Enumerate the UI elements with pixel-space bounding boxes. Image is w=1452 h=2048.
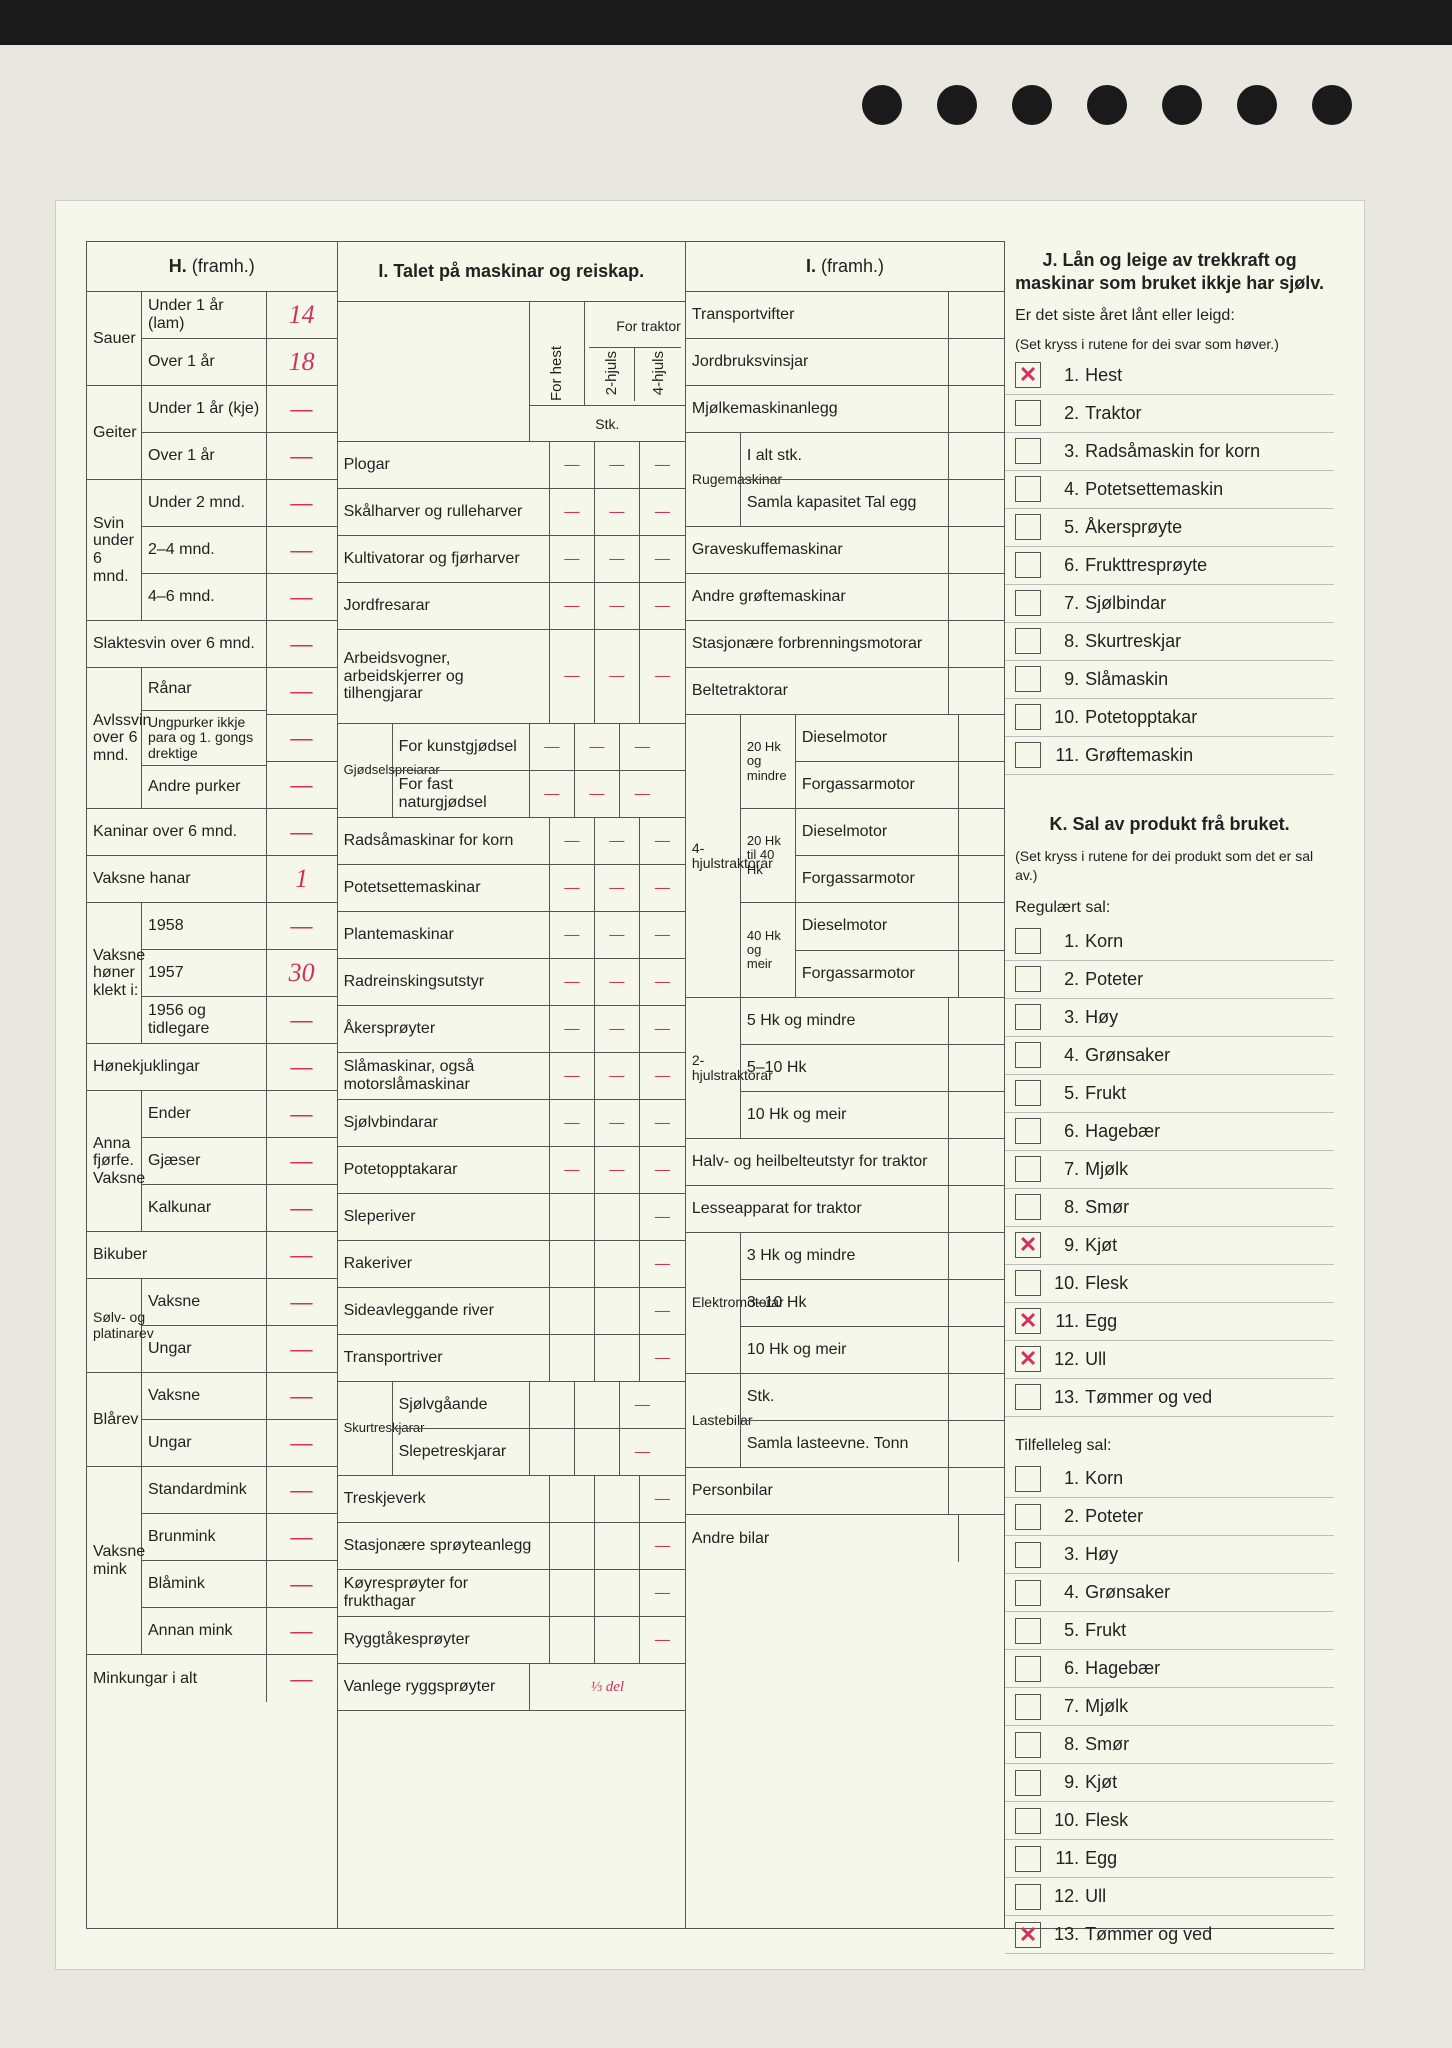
checkbox[interactable] xyxy=(1015,666,1041,692)
checkbox[interactable] xyxy=(1015,1542,1041,1568)
checkbox[interactable] xyxy=(1015,1004,1041,1030)
checklist-item: 2. Poteter xyxy=(1005,961,1334,999)
checklist-item: 10. Flesk xyxy=(1005,1265,1334,1303)
checkbox[interactable] xyxy=(1015,1846,1041,1872)
checklist-item: 6. Hagebær xyxy=(1005,1113,1334,1151)
checklist-item: 9. Kjøt xyxy=(1005,1764,1334,1802)
checklist-item: 6. Frukttresprøyte xyxy=(1005,547,1334,585)
checkbox[interactable]: ✕ xyxy=(1015,1232,1041,1258)
checkbox[interactable] xyxy=(1015,1770,1041,1796)
form-page: H. (framh.) Sauer Under 1 år (lam) Over … xyxy=(55,200,1365,1970)
checkbox[interactable]: ✕ xyxy=(1015,1346,1041,1372)
checklist-item: 3. Høy xyxy=(1005,1536,1334,1574)
section-h: H. (framh.) Sauer Under 1 år (lam) Over … xyxy=(86,241,338,1929)
section-j-header: J. Lån og leige av trekkraft og maskinar… xyxy=(1005,241,1334,302)
checkbox[interactable] xyxy=(1015,1042,1041,1068)
section-h-header: H. (framh.) xyxy=(87,242,337,292)
sauer-under1-value[interactable]: 14 xyxy=(267,292,337,338)
checkbox[interactable] xyxy=(1015,1118,1041,1144)
checklist-item: 11. Grøftemaskin xyxy=(1005,737,1334,775)
checklist-item: 9. Slåmaskin xyxy=(1005,661,1334,699)
section-i1: I. Talet på maskinar og reiskap. For hes… xyxy=(338,241,686,1929)
checkbox[interactable] xyxy=(1015,1808,1041,1834)
checklist-item: ✕ 9. Kjøt xyxy=(1005,1227,1334,1265)
checkbox[interactable] xyxy=(1015,1884,1041,1910)
section-i2-header: I. (framh.) xyxy=(686,242,1004,292)
checklist-item: 5. Frukt xyxy=(1005,1612,1334,1650)
checklist-item: 13. Tømmer og ved xyxy=(1005,1379,1334,1417)
geiter-side: Geiter xyxy=(87,386,142,479)
checkbox[interactable] xyxy=(1015,928,1041,954)
checkbox[interactable] xyxy=(1015,704,1041,730)
checklist-item: 2. Poteter xyxy=(1005,1498,1334,1536)
checklist-item: 4. Grønsaker xyxy=(1005,1574,1334,1612)
checklist-item: 10. Potetopptakar xyxy=(1005,699,1334,737)
checkbox[interactable] xyxy=(1015,742,1041,768)
checkbox[interactable] xyxy=(1015,966,1041,992)
checklist-item: ✕ 12. Ull xyxy=(1005,1341,1334,1379)
checklist-item: 4. Potetsettemaskin xyxy=(1005,471,1334,509)
checklist-item: 12. Ull xyxy=(1005,1878,1334,1916)
checklist-item: 7. Sjølbindar xyxy=(1005,585,1334,623)
checklist-item: 7. Mjølk xyxy=(1005,1151,1334,1189)
checkbox[interactable] xyxy=(1015,1156,1041,1182)
checklist-item: 2. Traktor xyxy=(1005,395,1334,433)
section-k-header: K. Sal av produkt frå bruket. xyxy=(1005,805,1334,844)
checkbox[interactable] xyxy=(1015,1466,1041,1492)
checkbox[interactable] xyxy=(1015,1194,1041,1220)
checklist-item: 3. Radsåmaskin for korn xyxy=(1005,433,1334,471)
checkbox[interactable] xyxy=(1015,438,1041,464)
checkbox[interactable] xyxy=(1015,1694,1041,1720)
checklist-item: 6. Hagebær xyxy=(1005,1650,1334,1688)
section-i2: I. (framh.) TransportvifterJordbruksvins… xyxy=(686,241,1005,1929)
punch-holes xyxy=(862,85,1352,125)
checkbox[interactable]: ✕ xyxy=(1015,1922,1041,1948)
checkbox[interactable] xyxy=(1015,1384,1041,1410)
checkbox[interactable] xyxy=(1015,590,1041,616)
checkbox[interactable] xyxy=(1015,1618,1041,1644)
checkbox[interactable] xyxy=(1015,628,1041,654)
sauer-under1-label: Under 1 år (lam) xyxy=(142,292,266,338)
checklist-item: 8. Smør xyxy=(1005,1726,1334,1764)
checklist-item: 8. Skurtreskjar xyxy=(1005,623,1334,661)
checklist-item: 1. Korn xyxy=(1005,923,1334,961)
checklist-item: ✕ 11. Egg xyxy=(1005,1303,1334,1341)
checkbox[interactable] xyxy=(1015,1270,1041,1296)
section-jk: J. Lån og leige av trekkraft og maskinar… xyxy=(1005,241,1334,1929)
checkbox[interactable] xyxy=(1015,1732,1041,1758)
top-bar xyxy=(0,0,1452,45)
checklist-item: 5. Frukt xyxy=(1005,1075,1334,1113)
checkbox[interactable] xyxy=(1015,476,1041,502)
checklist-item: 4. Grønsaker xyxy=(1005,1037,1334,1075)
checkbox[interactable] xyxy=(1015,552,1041,578)
checklist-item: 8. Smør xyxy=(1005,1189,1334,1227)
sauer-side: Sauer xyxy=(87,292,142,385)
i1-subheader: For hest For traktor 2-hjuls 4-hjuls Stk… xyxy=(338,302,685,442)
checkbox[interactable] xyxy=(1015,1504,1041,1530)
checklist-item: 3. Høy xyxy=(1005,999,1334,1037)
checklist-item: 10. Flesk xyxy=(1005,1802,1334,1840)
checklist-item: 1. Korn xyxy=(1005,1460,1334,1498)
checkbox[interactable] xyxy=(1015,514,1041,540)
checklist-item: ✕ 1. Hest xyxy=(1005,357,1334,395)
checkbox[interactable]: ✕ xyxy=(1015,362,1041,388)
checklist-item: 5. Åkersprøyte xyxy=(1005,509,1334,547)
checklist-item: 7. Mjølk xyxy=(1005,1688,1334,1726)
checkbox[interactable] xyxy=(1015,1080,1041,1106)
checklist-item: 11. Egg xyxy=(1005,1840,1334,1878)
checkbox[interactable] xyxy=(1015,1580,1041,1606)
sauer-over1-value[interactable]: 18 xyxy=(267,339,337,385)
checklist-item: ✕ 13. Tømmer og ved xyxy=(1005,1916,1334,1954)
checkbox[interactable] xyxy=(1015,1656,1041,1682)
checkbox[interactable]: ✕ xyxy=(1015,1308,1041,1334)
section-i1-header: I. Talet på maskinar og reiskap. xyxy=(338,242,685,302)
sauer-over1-label: Over 1 år xyxy=(142,339,266,385)
checkbox[interactable] xyxy=(1015,400,1041,426)
